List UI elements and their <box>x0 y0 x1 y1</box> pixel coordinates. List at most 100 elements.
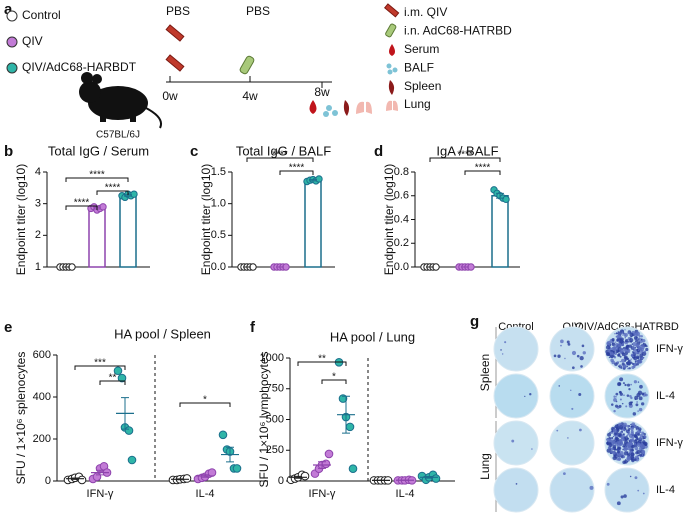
significance-bracket <box>74 365 126 370</box>
spot <box>620 358 626 363</box>
spot <box>627 348 630 350</box>
significance-label: ** <box>318 354 326 365</box>
spot <box>613 356 617 359</box>
spot <box>642 492 645 495</box>
spot <box>631 362 634 365</box>
spot <box>613 409 616 413</box>
spot <box>636 401 638 403</box>
spot <box>614 352 618 356</box>
y-tick-label: 1 <box>35 261 41 273</box>
spot <box>633 442 637 446</box>
spot <box>627 437 630 440</box>
y-tick-label: 2 <box>35 229 41 241</box>
spot <box>618 404 622 408</box>
spot <box>630 353 635 358</box>
spot <box>634 455 639 460</box>
spot <box>641 356 644 360</box>
spot <box>612 443 615 446</box>
panel-label: a <box>4 1 13 18</box>
spot <box>619 355 622 358</box>
legend-label: QIV <box>22 34 43 48</box>
spot <box>632 412 637 416</box>
spot <box>635 403 639 407</box>
row-label: IFN-γ <box>656 437 683 449</box>
spot <box>641 402 645 406</box>
spot <box>578 392 582 396</box>
chart-title: HA pool / Lung <box>330 329 415 344</box>
mouse-label: C57BL/6J <box>96 130 140 141</box>
spot <box>627 428 631 432</box>
timeline <box>166 76 332 88</box>
spot <box>570 389 572 392</box>
spot <box>614 434 616 437</box>
spot <box>637 337 640 340</box>
data-point <box>77 475 87 485</box>
time-label: 0w <box>162 89 178 103</box>
spot <box>627 340 630 343</box>
spot <box>636 362 639 366</box>
y-tick-label: 4 <box>35 166 41 178</box>
spot <box>629 438 634 443</box>
data-point <box>431 474 441 483</box>
y-axis-label: SFU / 1×10⁶ splenocytes <box>14 352 28 485</box>
spot <box>634 340 637 343</box>
spot <box>641 392 645 396</box>
legend-label: QIV/AdC68-HARBDT <box>22 60 137 74</box>
spot <box>589 485 594 490</box>
spot <box>623 494 627 498</box>
y-tick-label: 0 <box>45 475 51 487</box>
spot <box>610 358 614 363</box>
significance-bracket <box>297 361 347 366</box>
spot <box>529 393 532 396</box>
spot <box>640 338 643 341</box>
spot <box>631 422 636 427</box>
row-label: IFN-γ <box>656 343 683 355</box>
spot <box>567 437 569 439</box>
y-tick-label: 750 <box>266 383 284 395</box>
chart-title: Total IgG / BALF <box>236 143 331 158</box>
spot <box>633 434 638 438</box>
well <box>493 326 539 372</box>
well <box>604 467 650 513</box>
significance-label: **** <box>289 163 305 174</box>
spot <box>637 489 640 492</box>
spot <box>631 331 633 334</box>
legend-marker <box>6 62 18 74</box>
spot <box>630 401 633 404</box>
significance-bracket <box>246 157 314 162</box>
spot <box>615 448 618 451</box>
spot <box>619 360 622 363</box>
well <box>549 326 595 372</box>
panel-label: d <box>374 143 383 160</box>
spot <box>634 438 638 442</box>
spot <box>635 449 638 451</box>
spot <box>622 445 624 448</box>
error-bar <box>318 461 326 469</box>
spot <box>606 438 609 441</box>
spot <box>610 442 612 444</box>
spot <box>624 337 626 339</box>
spot <box>562 472 566 476</box>
error-bar <box>96 469 104 476</box>
spot <box>630 423 632 426</box>
y-tick-label: 500 <box>266 413 284 425</box>
error-bar <box>425 475 433 479</box>
significance-bracket <box>279 170 314 175</box>
well <box>493 467 539 513</box>
y-tick-label: 0.4 <box>394 213 409 225</box>
significance-label: * <box>203 395 207 406</box>
spot <box>640 444 645 449</box>
row-label: IL-4 <box>656 484 675 496</box>
spot <box>613 395 616 398</box>
spot <box>613 432 617 436</box>
spot <box>621 350 624 352</box>
event-label: PBS <box>166 4 190 18</box>
spot <box>634 352 637 354</box>
y-tick-label: 0.6 <box>394 190 409 202</box>
spot <box>606 482 610 486</box>
spot <box>611 342 616 347</box>
spot <box>643 350 647 353</box>
data-point <box>321 459 331 469</box>
y-tick-label: 0.2 <box>394 237 409 249</box>
spot <box>629 337 634 343</box>
